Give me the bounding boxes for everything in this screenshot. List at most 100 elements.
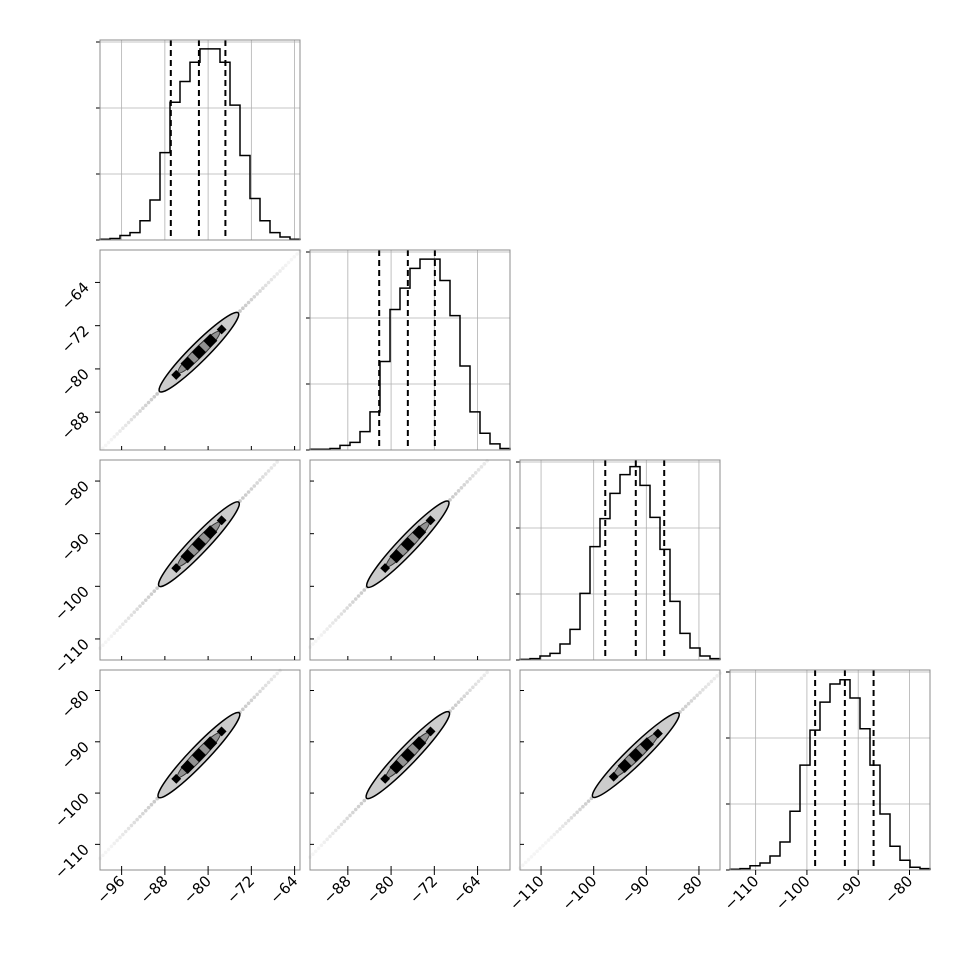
sample-point: [241, 707, 245, 712]
sample-point: [459, 697, 464, 702]
sample-point: [135, 607, 139, 611]
density-core: [617, 758, 632, 773]
sample-point: [155, 586, 159, 590]
panel-frame: [729, 669, 931, 871]
x-tick-label-3: −90: [830, 872, 865, 907]
x-tick-label-1: −80: [363, 872, 398, 907]
sample-point: [575, 810, 579, 815]
panel-background: [100, 670, 300, 870]
hist-panel-0: [96, 39, 301, 241]
sample-point: [138, 814, 142, 819]
sample-point: [328, 834, 332, 839]
sample-point: [266, 469, 271, 473]
sample-point: [538, 846, 542, 851]
panel-frame: [309, 669, 511, 871]
sample-point: [146, 805, 151, 810]
density-core: [400, 537, 415, 552]
sample-point: [241, 496, 245, 500]
panel-frame: [519, 459, 721, 661]
sample-point: [468, 477, 472, 481]
panel-frame: [99, 459, 301, 661]
x-tick-label-2: −90: [618, 872, 653, 907]
x-tick-label-3: −100: [772, 872, 814, 914]
sample-point: [689, 699, 694, 703]
y-tick-label-2: −80: [58, 477, 93, 512]
sample-point: [146, 595, 151, 599]
sample-point: [255, 292, 259, 296]
sample-point: [541, 843, 545, 848]
sample-point: [535, 849, 539, 854]
sample-point: [266, 280, 271, 285]
sample-point: [578, 807, 582, 812]
density-core: [608, 771, 619, 782]
x-tick-label-0: −96: [93, 872, 128, 907]
sample-point: [561, 824, 565, 828]
sample-point: [692, 696, 697, 700]
sample-point: [112, 434, 117, 439]
sample-point: [456, 700, 461, 704]
sample-point: [152, 589, 157, 593]
sample-point: [246, 490, 251, 494]
sample-point: [485, 670, 489, 675]
sample-point: [275, 460, 279, 464]
sample-point: [342, 609, 347, 613]
x-tick-label-3: −80: [881, 872, 916, 907]
sample-point: [453, 703, 458, 707]
y-tick-label-1: −72: [58, 322, 93, 357]
sample-point: [143, 808, 148, 813]
density-core: [203, 525, 218, 540]
sample-point: [316, 846, 321, 851]
sample-point: [258, 289, 262, 293]
y-tick-label-3: −100: [51, 789, 93, 831]
sample-point: [479, 465, 484, 469]
sample-point: [258, 689, 262, 694]
density-core: [425, 515, 436, 526]
sample-point: [115, 628, 119, 633]
sample-point: [583, 802, 588, 806]
density-core: [216, 726, 227, 737]
sample-point: [359, 591, 364, 595]
sample-point: [555, 829, 559, 834]
sample-point: [339, 612, 344, 616]
sample-point: [101, 643, 105, 648]
density-core: [191, 345, 206, 360]
sample-point: [292, 254, 297, 259]
sample-point: [112, 631, 117, 636]
scatter-panel-1-2: [308, 459, 511, 661]
sample-point: [252, 695, 257, 700]
sample-point: [141, 601, 145, 605]
sample-point: [275, 671, 279, 676]
sample-point: [272, 274, 277, 279]
sample-point: [546, 838, 551, 842]
sample-point: [448, 498, 452, 502]
sample-point: [353, 597, 358, 601]
histogram-step-1: [309, 258, 511, 450]
sample-point: [252, 294, 257, 299]
sample-point: [278, 269, 282, 273]
sample-point: [532, 852, 537, 856]
panel-frame: [519, 669, 721, 871]
sample-point: [101, 853, 105, 858]
density-core: [191, 748, 206, 763]
x-tick-label-1: −72: [406, 872, 441, 907]
sample-point: [456, 489, 461, 493]
sample-point: [339, 822, 344, 827]
sample-point: [126, 420, 131, 425]
contour-outer: [365, 500, 450, 589]
sample-point: [269, 277, 274, 282]
panel-frame: [99, 249, 301, 451]
sample-point: [473, 682, 478, 687]
panel-frame: [99, 669, 301, 871]
sample-point: [468, 688, 472, 693]
sample-point: [115, 838, 119, 843]
sample-point: [243, 493, 248, 497]
density-core: [171, 773, 182, 784]
sample-point: [123, 619, 128, 623]
panel-background: [310, 670, 510, 870]
sample-point: [269, 466, 274, 470]
sample-point: [246, 300, 251, 305]
density-core: [203, 333, 218, 348]
sample-point: [263, 283, 268, 288]
sample-point: [129, 613, 134, 617]
x-tick-label-2: −110: [506, 872, 548, 914]
